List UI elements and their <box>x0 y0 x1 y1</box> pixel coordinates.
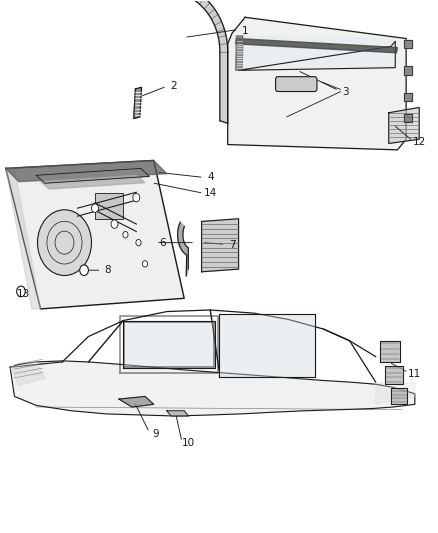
Polygon shape <box>134 87 141 118</box>
Polygon shape <box>10 362 45 386</box>
Circle shape <box>17 286 25 297</box>
Polygon shape <box>6 160 167 182</box>
Bar <box>95 193 123 219</box>
Polygon shape <box>201 219 239 272</box>
Bar <box>404 66 412 75</box>
Text: 3: 3 <box>342 86 349 96</box>
Text: 14: 14 <box>204 188 217 198</box>
Bar <box>404 66 412 75</box>
Text: 11: 11 <box>408 369 421 378</box>
Text: 10: 10 <box>182 438 195 448</box>
Polygon shape <box>228 17 406 150</box>
Text: 6: 6 <box>159 238 166 248</box>
Circle shape <box>136 239 141 246</box>
Polygon shape <box>148 0 228 123</box>
Circle shape <box>38 210 92 276</box>
Polygon shape <box>6 160 184 309</box>
Text: 1: 1 <box>242 26 248 36</box>
Polygon shape <box>6 168 41 309</box>
Polygon shape <box>36 168 149 183</box>
Text: 12: 12 <box>413 137 426 147</box>
Polygon shape <box>376 383 415 405</box>
Polygon shape <box>380 341 399 362</box>
Bar <box>404 39 412 48</box>
Bar <box>404 93 412 101</box>
Text: 4: 4 <box>207 172 214 182</box>
Polygon shape <box>391 389 407 405</box>
Polygon shape <box>389 108 419 143</box>
Polygon shape <box>119 397 154 407</box>
Text: 9: 9 <box>152 429 159 439</box>
Circle shape <box>142 261 148 267</box>
Circle shape <box>92 204 99 213</box>
Text: 7: 7 <box>229 240 235 251</box>
Circle shape <box>123 231 128 238</box>
Text: 13: 13 <box>17 289 30 299</box>
Polygon shape <box>239 36 395 70</box>
Circle shape <box>111 220 118 228</box>
Bar <box>404 93 412 101</box>
Bar <box>404 114 412 122</box>
Polygon shape <box>123 320 215 368</box>
Polygon shape <box>41 175 145 189</box>
Polygon shape <box>10 361 415 416</box>
Polygon shape <box>236 38 397 53</box>
Text: 2: 2 <box>170 81 177 91</box>
Polygon shape <box>219 314 315 377</box>
Polygon shape <box>236 36 243 70</box>
Text: 8: 8 <box>105 265 111 275</box>
Bar <box>404 39 412 48</box>
Polygon shape <box>178 222 188 276</box>
Circle shape <box>80 265 88 276</box>
Polygon shape <box>385 366 403 384</box>
Polygon shape <box>167 411 188 416</box>
Bar <box>404 114 412 122</box>
Circle shape <box>133 193 140 202</box>
FancyBboxPatch shape <box>276 77 317 92</box>
